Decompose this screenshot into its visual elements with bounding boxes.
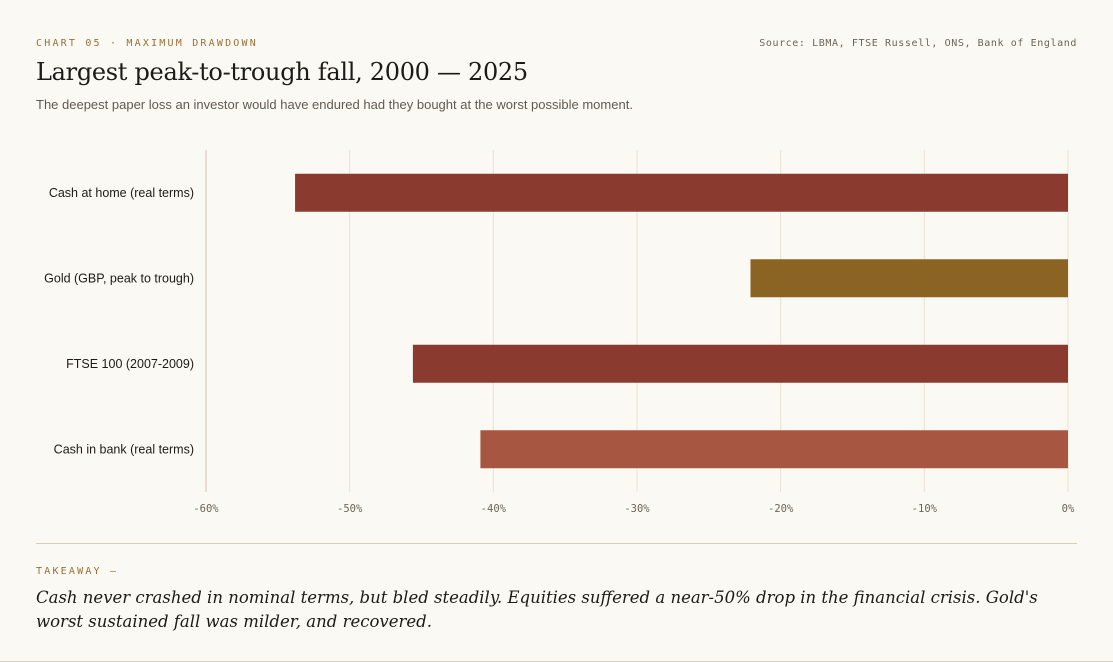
- chart-title: Largest peak-to-trough fall, 2000 — 2025: [36, 58, 528, 86]
- bar: [412, 344, 1068, 383]
- bar: [480, 430, 1068, 469]
- x-tick-label: -30%: [624, 503, 650, 515]
- bar: [295, 173, 1068, 212]
- category-label: FTSE 100 (2007-2009): [66, 357, 194, 371]
- section-divider: [36, 543, 1077, 544]
- x-tick-label: 0%: [1062, 503, 1075, 515]
- bar: [750, 259, 1068, 298]
- x-tick-label: -10%: [912, 503, 938, 515]
- drawdown-bar-chart: Cash at home (real terms) Gold (GBP, peak…: [44, 150, 1075, 515]
- x-tick-label: -20%: [768, 503, 794, 515]
- category-label: Gold (GBP, peak to trough): [44, 271, 194, 285]
- x-tick-label: -40%: [481, 503, 507, 515]
- source-note: Source: LBMA, FTSE Russell, ONS, Bank of…: [759, 38, 1077, 49]
- takeaway-label: TAKEAWAY —: [36, 566, 119, 577]
- category-label: Cash at home (real terms): [49, 186, 194, 200]
- category-label: Cash in bank (real terms): [54, 442, 194, 456]
- chart-subtitle: The deepest paper loss an investor would…: [36, 97, 633, 112]
- x-tick-label: -60%: [193, 503, 219, 515]
- chart-kicker: CHART 05 · MAXIMUM DRAWDOWN: [36, 38, 258, 49]
- x-tick-label: -50%: [337, 503, 363, 515]
- takeaway-text: Cash never crashed in nominal terms, but…: [36, 588, 1038, 631]
